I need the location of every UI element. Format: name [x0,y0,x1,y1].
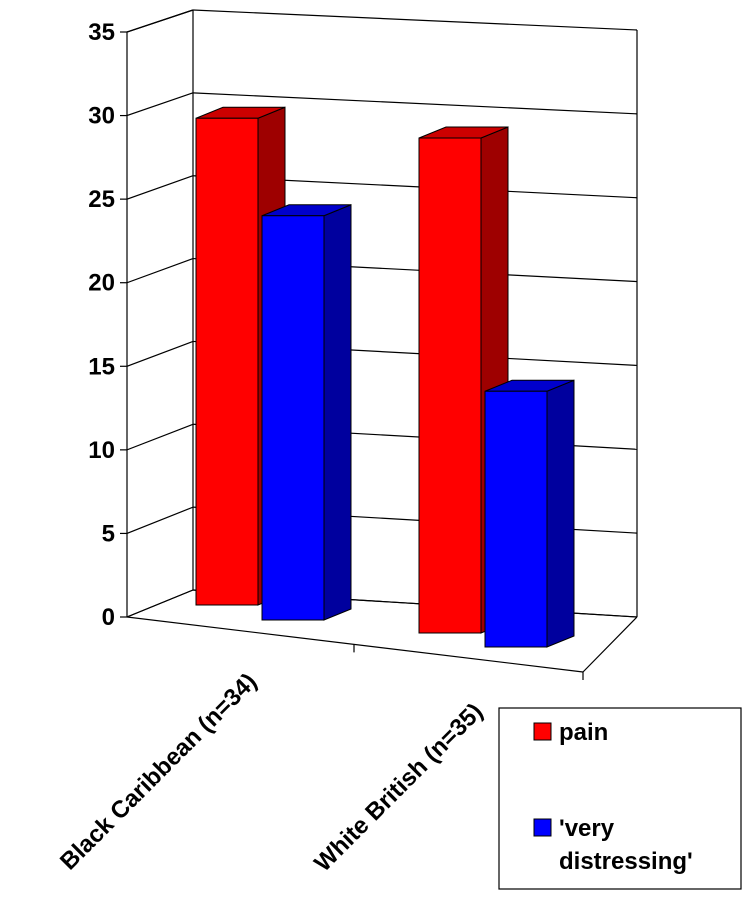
bars [195,106,575,648]
x-category-label: White British (n=35) [309,698,488,877]
gridline-side [126,92,194,117]
bar-front [418,137,482,634]
bar-front [261,215,325,621]
bar-front [484,390,548,648]
y-tick-label: 15 [88,353,115,380]
y-tick-label: 30 [88,103,115,130]
y-tick-label: 35 [88,19,115,46]
x-category-label: Black Caribbean (n=34) [55,668,262,875]
gridline-side [126,423,194,451]
legend-swatch-pain [533,722,552,741]
legend-swatch-very-distressing [533,818,552,837]
gridline-side [126,589,194,618]
gridline-side [126,340,194,367]
y-tick-label: 25 [88,186,115,213]
legend-label-very-distressing-line2: distressing' [559,848,693,875]
legend-label-very-distressing-line1: 'very [559,815,615,842]
bar-side [546,379,575,648]
bar-very-distressing-white-british [484,379,575,648]
y-tick-label: 0 [102,604,115,631]
gridline-side [126,258,194,284]
bar-side [323,204,352,621]
legend: pain 'very distressing' [498,707,742,890]
y-tick-label: 5 [102,520,115,547]
y-axis-tick-labels: 0 5 10 15 20 25 30 35 [88,19,115,631]
y-tick-label: 20 [88,270,115,297]
gridline-back [192,9,638,31]
floor-front-edge [126,616,584,673]
y-tick-label: 10 [88,437,115,464]
floor-right-edge [582,616,638,673]
gridline-side [126,9,194,33]
x-axis-category-labels: Black Caribbean (n=34) White British (n=3… [55,668,488,877]
gridline-back [192,92,638,115]
gridline-side [126,175,194,200]
gridline-side [126,506,194,534]
bar-very-distressing-black-caribbean [261,204,352,621]
legend-label-pain: pain [559,719,608,746]
bar-front [195,117,259,606]
